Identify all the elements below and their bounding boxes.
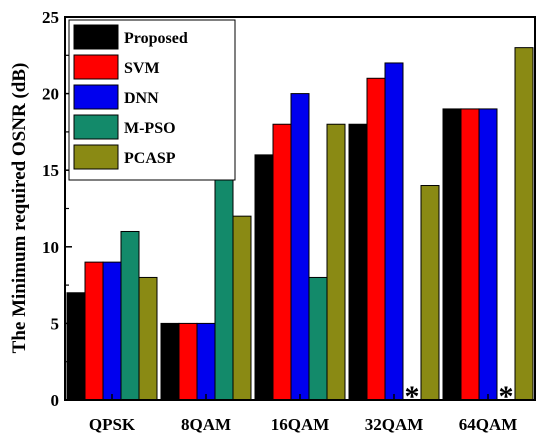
- legend-label: M-PSO: [124, 120, 176, 137]
- bar-svm-qpsk: [84, 261, 104, 401]
- x-tick-label: QPSK: [89, 415, 136, 434]
- y-tick-label: 20: [42, 85, 59, 104]
- bar-dnn-16qam: [290, 93, 310, 401]
- legend-label: DNN: [124, 90, 159, 107]
- bar-pcasp-64qam: [514, 47, 534, 401]
- bar-m-pso-16qam: [308, 276, 328, 401]
- annotation-asterisk: *: [499, 380, 514, 413]
- bar-svm-8qam: [178, 322, 198, 401]
- bar-svm-32qam: [366, 77, 386, 401]
- bar-dnn-64qam: [478, 108, 498, 401]
- legend-swatch-proposed: [73, 24, 119, 50]
- bar-proposed-32qam: [348, 123, 368, 401]
- bar-pcasp-qpsk: [138, 276, 158, 401]
- bar-proposed-64qam: [442, 108, 462, 401]
- y-tick-label: 10: [42, 238, 59, 257]
- y-tick-label: 5: [51, 314, 60, 333]
- legend-swatch-dnn: [73, 84, 119, 110]
- y-tick-label: 15: [42, 161, 59, 180]
- y-axis: 0 5 10 15 20 25: [42, 8, 72, 410]
- bar-proposed-qpsk: [66, 292, 86, 401]
- legend-label: PCASP: [124, 150, 176, 167]
- bar-proposed-8qam: [160, 322, 180, 401]
- legend: Proposed SVM DNN M-PSO PCASP: [68, 19, 236, 181]
- bar-m-pso-8qam: [214, 154, 234, 401]
- legend-swatch-pcasp: [73, 144, 119, 170]
- x-tick-label: 16QAM: [271, 415, 330, 434]
- bar-dnn-qpsk: [102, 261, 122, 401]
- annotation-layer: * *: [405, 380, 514, 413]
- y-tick-label: 0: [51, 391, 60, 410]
- bar-pcasp-8qam: [232, 215, 252, 401]
- bar-layer: [66, 47, 534, 401]
- bar-svm-64qam: [460, 108, 480, 401]
- legend-label: SVM: [124, 60, 160, 77]
- y-axis-title: The Minimum required OSNR (dB): [9, 63, 30, 354]
- annotation-asterisk: *: [405, 380, 420, 413]
- legend-label: Proposed: [124, 30, 188, 47]
- bar-pcasp-16qam: [326, 123, 346, 401]
- bar-proposed-16qam: [254, 154, 274, 401]
- bar-pcasp-32qam: [420, 185, 440, 401]
- x-axis: QPSK 8QAM 16QAM 32QAM 64QAM: [89, 394, 517, 434]
- bar-svm-16qam: [272, 123, 292, 401]
- x-tick-label: 8QAM: [181, 415, 231, 434]
- y-tick-label: 25: [42, 8, 59, 27]
- legend-swatch-m-pso: [73, 114, 119, 140]
- x-tick-label: 64QAM: [459, 415, 518, 434]
- x-tick-label: 32QAM: [365, 415, 424, 434]
- bar-dnn-32qam: [384, 62, 404, 401]
- bar-dnn-8qam: [196, 322, 216, 401]
- legend-swatch-svm: [73, 54, 119, 80]
- bar-m-pso-qpsk: [120, 230, 140, 401]
